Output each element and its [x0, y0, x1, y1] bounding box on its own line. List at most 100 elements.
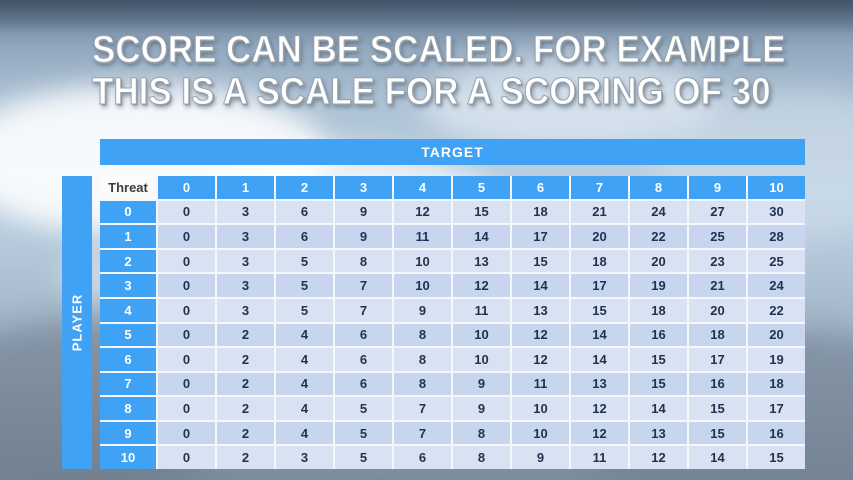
data-cell: 4: [276, 348, 333, 371]
data-cell: 15: [630, 372, 687, 396]
data-cell: 14: [571, 348, 628, 371]
data-cell: 12: [571, 421, 628, 445]
data-cell: 18: [630, 298, 687, 322]
data-cell: 28: [748, 225, 805, 248]
data-cell: 0: [158, 298, 215, 322]
data-cell: 8: [394, 372, 451, 396]
column-header-cell: 6: [512, 176, 569, 199]
row-header-cell: 0: [100, 200, 156, 224]
data-cell: 2: [217, 372, 274, 396]
data-cell: 5: [276, 249, 333, 273]
data-cell: 19: [748, 348, 805, 371]
data-cell: 5: [335, 421, 392, 445]
data-cell: 9: [453, 397, 510, 420]
data-cell: 6: [276, 200, 333, 224]
data-cell: 15: [571, 298, 628, 322]
data-cell: 3: [217, 274, 274, 297]
title-line-1: SCORE CAN BE SCALED. FOR EXAMPLE: [92, 29, 786, 72]
player-label: PLAYER: [69, 293, 85, 352]
data-cell: 0: [158, 274, 215, 297]
data-cell: 21: [571, 200, 628, 224]
data-cell: 3: [217, 200, 274, 224]
column-header-cell: 1: [217, 176, 274, 199]
data-cell: 8: [453, 446, 510, 469]
row-header-cell: 3: [100, 274, 156, 297]
data-cell: 15: [689, 397, 746, 420]
data-cell: 0: [158, 200, 215, 224]
data-cell: 12: [512, 323, 569, 347]
data-cell: 9: [453, 372, 510, 396]
data-cell: 9: [512, 446, 569, 469]
score-table: Threat 0 1 2 3 4 5 6 7 8 9 10 0 0 3 6 9 12 15 18 21 24 27 30 1 0 3…: [100, 176, 805, 469]
data-cell: 24: [748, 274, 805, 297]
data-cell: 17: [689, 348, 746, 371]
data-cell: 8: [335, 249, 392, 273]
row-header-cell: 10: [100, 446, 156, 469]
data-cell: 5: [276, 298, 333, 322]
title-line-2: THIS IS A SCALE FOR A SCORING OF 30: [92, 70, 771, 114]
column-header-cell: 5: [453, 176, 510, 199]
data-cell: 10: [394, 274, 451, 297]
data-cell: 23: [689, 249, 746, 273]
slide-title: SCORE CAN BE SCALED. FOR EXAMPLE THIS IS…: [92, 29, 786, 114]
data-cell: 27: [689, 200, 746, 224]
row-header-cell: 7: [100, 372, 156, 396]
data-cell: 9: [335, 200, 392, 224]
column-header-cell: 10: [748, 176, 805, 199]
row-header-cell: 4: [100, 298, 156, 322]
row-header-cell: 8: [100, 397, 156, 420]
column-header-cell: 3: [335, 176, 392, 199]
data-cell: 7: [394, 397, 451, 420]
data-cell: 8: [394, 348, 451, 371]
data-cell: 0: [158, 249, 215, 273]
data-cell: 3: [217, 225, 274, 248]
sky-top-shade: [0, 0, 853, 34]
data-cell: 16: [748, 421, 805, 445]
column-header-cell: 0: [158, 176, 215, 199]
data-cell: 2: [217, 323, 274, 347]
data-cell: 14: [630, 397, 687, 420]
data-cell: 6: [335, 348, 392, 371]
data-cell: 18: [689, 323, 746, 347]
data-cell: 3: [217, 298, 274, 322]
data-cell: 12: [512, 348, 569, 371]
data-cell: 9: [335, 225, 392, 248]
data-cell: 18: [512, 200, 569, 224]
data-cell: 15: [630, 348, 687, 371]
data-cell: 15: [453, 200, 510, 224]
data-cell: 11: [512, 372, 569, 396]
data-cell: 20: [689, 298, 746, 322]
data-cell: 0: [158, 397, 215, 420]
data-cell: 10: [453, 348, 510, 371]
column-header-cell: 7: [571, 176, 628, 199]
row-header-cell: 1: [100, 225, 156, 248]
data-cell: 9: [394, 298, 451, 322]
data-cell: 16: [689, 372, 746, 396]
data-cell: 15: [689, 421, 746, 445]
data-cell: 25: [748, 249, 805, 273]
data-cell: 0: [158, 323, 215, 347]
target-header: TARGET: [100, 139, 805, 165]
data-cell: 15: [512, 249, 569, 273]
data-cell: 3: [276, 446, 333, 469]
data-cell: 20: [571, 225, 628, 248]
column-header-cell: 2: [276, 176, 333, 199]
data-cell: 2: [217, 421, 274, 445]
data-cell: 12: [571, 397, 628, 420]
threat-header-cell: Threat: [100, 176, 156, 199]
data-cell: 20: [630, 249, 687, 273]
data-cell: 19: [630, 274, 687, 297]
data-cell: 14: [512, 274, 569, 297]
data-cell: 13: [630, 421, 687, 445]
data-cell: 7: [335, 274, 392, 297]
column-header-cell: 9: [689, 176, 746, 199]
data-cell: 12: [453, 274, 510, 297]
data-cell: 8: [453, 421, 510, 445]
data-cell: 0: [158, 372, 215, 396]
data-cell: 10: [512, 397, 569, 420]
data-cell: 25: [689, 225, 746, 248]
data-cell: 24: [630, 200, 687, 224]
column-header-cell: 4: [394, 176, 451, 199]
data-cell: 21: [689, 274, 746, 297]
